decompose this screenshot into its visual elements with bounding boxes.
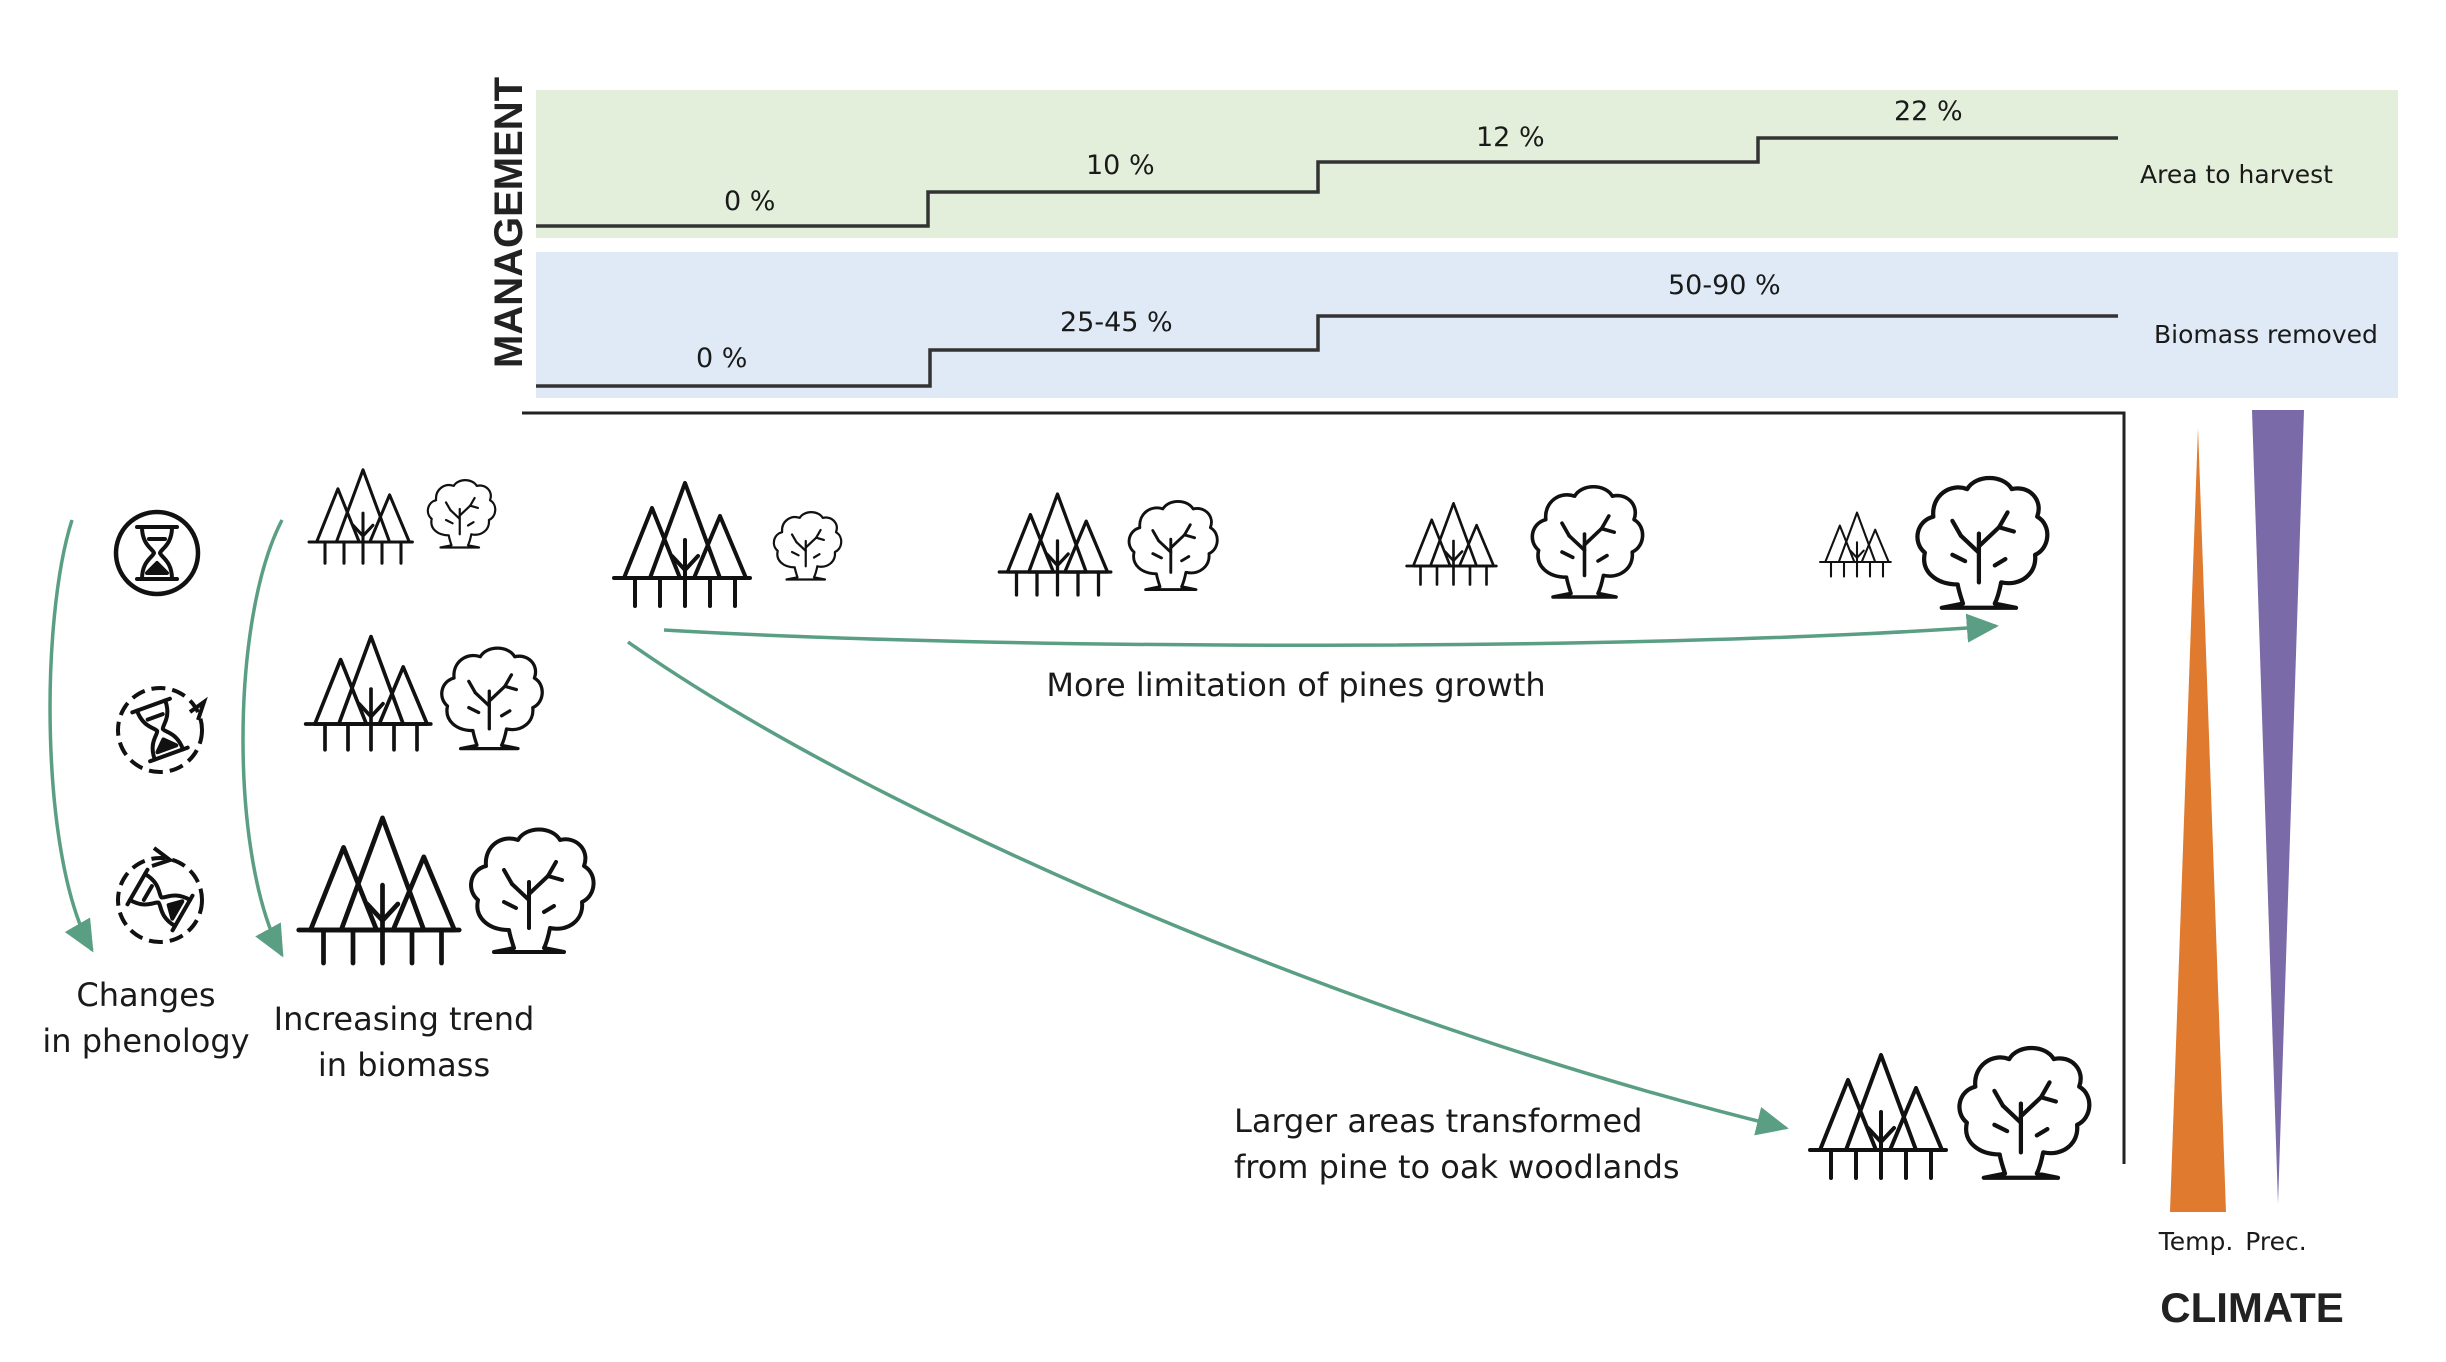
harvest-step-0: 0 % [724, 186, 775, 217]
pine-trees-icon [303, 634, 433, 752]
precipitation-label: Prec. [2245, 1227, 2306, 1256]
harvest-step-1: 10 % [1086, 150, 1155, 181]
oak-tree-icon [1530, 484, 1645, 599]
pine-trees-icon [612, 481, 752, 608]
temperature-label: Temp. [2158, 1227, 2234, 1256]
harvest-label: Area to harvest [2140, 160, 2333, 189]
frame-line [522, 411, 2126, 1164]
biomass-step-0: 0 % [696, 343, 747, 374]
pines-limitation-label: More limitation of pines growth [1046, 666, 1545, 704]
phenology-arrow [48, 519, 94, 953]
harvest-band [536, 90, 2398, 238]
biomass-step-1: 25-45 % [1060, 307, 1173, 338]
harvest-step-3: 22 % [1894, 96, 1963, 127]
pine-trees-icon [997, 492, 1113, 597]
harvest-step-2: 12 % [1476, 122, 1545, 153]
harvest-step-line [536, 136, 2118, 228]
oak-tree-icon [772, 511, 843, 581]
pine-trees-icon [299, 818, 459, 963]
oak-tree-icon [1127, 499, 1219, 592]
pine-trees-icon [1405, 501, 1498, 586]
hourglass-cycle-icon [116, 686, 208, 774]
transformation-label-line2: from pine to oak woodlands [1234, 1148, 1680, 1186]
biomass-trend-arrow [241, 519, 284, 958]
hourglass-rotated-icon [116, 846, 204, 944]
precipitation-wedge [2252, 410, 2304, 1204]
pine-trees-icon [1819, 511, 1892, 578]
transformation-label-line1: Larger areas transformed [1234, 1102, 1642, 1140]
temperature-wedge [2170, 428, 2226, 1212]
transformation-arrow [626, 640, 1789, 1136]
pine-trees-icon [1808, 1053, 1948, 1180]
biomass-band [536, 252, 2398, 398]
biomass-trend-label-line1: Increasing trend [274, 1000, 535, 1038]
oak-tree-icon [469, 827, 596, 954]
phenology-label-line1: Changes [76, 976, 215, 1014]
phenology-label-line2: in phenology [42, 1022, 249, 1060]
pine-trees-icon [307, 468, 414, 565]
oak-tree-icon [1917, 478, 2047, 608]
biomass-trend-label-line2: in biomass [318, 1046, 490, 1084]
climate-title: CLIMATE [2160, 1284, 2344, 1331]
oak-tree-icon [1959, 1048, 2089, 1178]
oak-tree-icon [440, 646, 544, 751]
hourglass-icon [113, 509, 201, 597]
pines-limitation-arrow [663, 613, 1999, 648]
oak-tree-icon [426, 479, 497, 549]
management-title: MANAGEMENT [487, 77, 531, 368]
biomass-label: Biomass removed [2154, 320, 2378, 349]
biomass-step-line [536, 314, 2118, 388]
biomass-step-2: 50-90 % [1668, 270, 1781, 301]
